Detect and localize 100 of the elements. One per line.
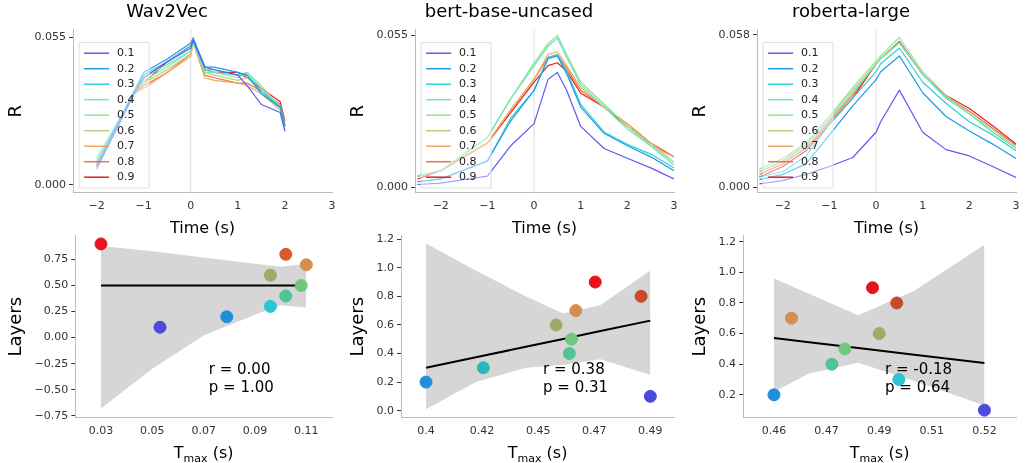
x-tick-label: −2 [432,199,449,213]
x-tick-label: 0.42 [469,424,495,438]
annotation: r = 0.00 [208,360,271,379]
legend-label: 0.8 [801,154,819,168]
y-tick-label: 1.0 [376,260,395,274]
x-tick-label: 2 [281,199,289,213]
x-tick-label: 2 [965,199,973,213]
annotation: r = -0.18 [885,360,953,379]
legend-label: 0.9 [117,170,135,184]
y-tick-label: 0.000 [34,177,67,191]
legend-label: 0.6 [117,123,135,137]
y-tick-label: −0.25 [34,356,69,370]
x-tick-label: −1 [135,199,152,213]
legend-label: 0.6 [459,123,477,137]
annotation: p = 0.64 [885,378,951,397]
y-tick-label: 0.6 [376,317,395,331]
y-axis-title: R [4,104,26,118]
annotation: p = 0.31 [543,378,609,397]
y-axis-title: Layers [688,296,710,357]
legend-label: 0.1 [117,46,135,60]
x-tick-label: 0.07 [191,424,216,438]
x-axis-title: Time (s) [853,218,920,237]
x-tick-label: 0.4 [417,424,435,438]
legend-label: 0.2 [117,61,135,75]
legend-label: 0.1 [801,46,819,60]
x-tick-label: 1 [234,199,242,213]
y-tick-label: 0.6 [718,326,737,340]
y-axis-title: Layers [346,296,368,357]
legend-label: 0.2 [801,61,819,75]
x-tick-label: 0 [530,199,538,213]
x-axis-title: Time (s) [169,218,236,237]
y-tick-label: 0.00 [43,330,69,344]
x-tick-label: 0.46 [761,424,787,438]
y-tick-label: 0.75 [43,252,69,266]
x-tick-label: 0.49 [866,424,892,438]
x-tick-label: 0 [872,199,880,213]
y-tick-label: 0.8 [718,295,737,309]
y-tick-label: 0.8 [376,289,395,303]
legend-label: 0.9 [801,170,819,184]
y-axis-title: Layers [4,296,26,357]
annotation: p = 1.00 [208,378,274,397]
x-tick-label: 0.05 [140,424,165,438]
y-axis-title: R [688,104,710,118]
x-axis-title: Time (s) [511,218,578,237]
legend-label: 0.4 [459,92,477,106]
y-tick-label: 0.055 [376,27,409,41]
x-tick-label: 0.47 [582,424,607,438]
y-tick-label: 0.0 [376,403,395,417]
x-tick-label: 0.11 [294,424,319,438]
y-tick-label: 1.2 [376,232,395,246]
legend-label: 0.3 [801,77,819,91]
x-tick-label: −1 [479,199,496,213]
legend-label: 0.7 [117,139,135,153]
x-tick-label: 0.51 [919,424,945,438]
chart-title: Wav2Vec [126,0,208,22]
x-tick-label: −1 [821,199,838,213]
annotation: r = 0.38 [543,360,605,379]
y-tick-label: 0.000 [718,180,751,194]
x-tick-label: −2 [774,199,791,213]
y-tick-label: 0.4 [376,346,395,360]
y-tick-label: −0.50 [34,382,69,396]
y-tick-label: 0.000 [376,180,409,194]
legend-label: 0.5 [801,108,819,122]
x-tick-label: 0.09 [242,424,268,438]
x-tick-label: 0.45 [525,424,551,438]
x-tick-label: 0.47 [814,424,839,438]
legend-label: 0.5 [459,108,477,122]
chart-title: roberta-large [791,0,911,22]
x-tick-label: 3 [1012,199,1020,213]
chart-title: bert-base-uncased [424,0,594,22]
x-tick-label: 0.49 [638,424,663,438]
legend-label: 0.6 [801,123,819,137]
legend-label: 0.3 [117,77,135,91]
x-tick-label: 3 [670,199,678,213]
y-axis-title: R [346,104,368,118]
y-tick-label: 0.2 [376,374,395,388]
y-tick-label: 0.058 [718,27,751,41]
legend-label: 0.5 [117,108,135,122]
y-tick-label: −0.75 [34,408,69,422]
x-tick-label: 1 [577,199,585,213]
legend-label: 0.9 [459,170,477,184]
legend-label: 0.7 [459,139,477,153]
y-tick-label: 0.50 [43,278,69,292]
legend-label: 0.7 [801,139,819,153]
x-tick-label: 3 [328,199,336,213]
legend-label: 0.2 [459,61,477,75]
y-tick-label: 1.2 [718,234,737,248]
legend-label: 0.4 [801,92,819,106]
legend-label: 0.1 [459,46,477,60]
y-tick-label: 0.4 [718,357,737,371]
x-tick-label: 0.52 [972,424,997,438]
legend-label: 0.4 [117,92,135,106]
x-tick-label: 2 [623,199,631,213]
x-tick-label: 1 [919,199,927,213]
y-tick-label: 0.055 [34,30,67,44]
x-tick-label: 0.03 [88,424,114,438]
legend-label: 0.3 [459,77,477,91]
legend-label: 0.8 [117,154,135,168]
y-tick-label: 0.25 [43,304,69,318]
y-tick-label: 1.0 [718,265,737,279]
